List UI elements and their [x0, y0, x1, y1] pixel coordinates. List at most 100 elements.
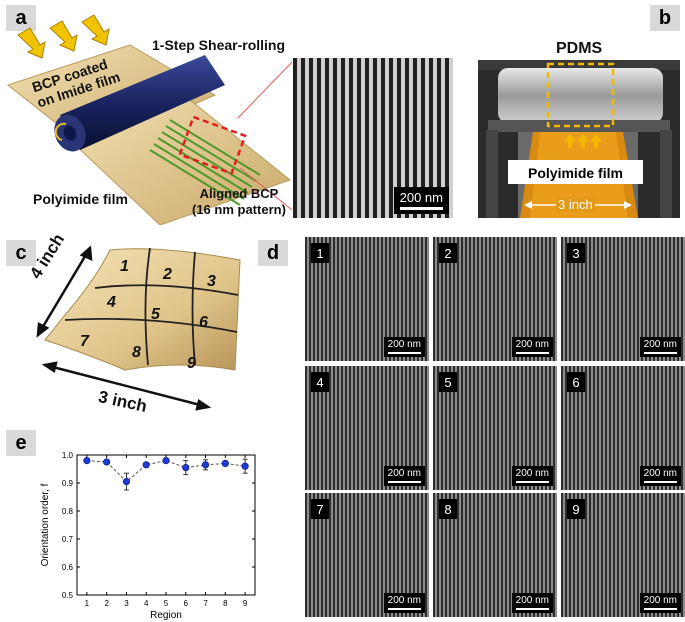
- sem-tile-1-scale: 200 nm: [383, 337, 425, 357]
- sem-tile-4-scale: 200 nm: [383, 466, 425, 486]
- x-tick-label-5: 6: [184, 599, 189, 608]
- sem-tile-1-scale-label: 200 nm: [387, 339, 421, 350]
- region-num-1: 1: [120, 258, 129, 275]
- sem-tile-6-scale: 200 nm: [639, 466, 681, 486]
- sem-tile-6-number: 6: [567, 372, 585, 392]
- region-num-4: 4: [107, 294, 116, 311]
- data-point-3: [122, 477, 131, 486]
- x-tick-label-2: 3: [124, 599, 129, 608]
- data-point-2: [103, 458, 111, 466]
- sem-tile-8: 8 200 nm: [433, 493, 557, 617]
- data-point-8: [221, 459, 229, 467]
- sem-tile-2-scale-bar: [515, 352, 549, 354]
- sem-tile-2-number: 2: [439, 243, 457, 263]
- sem-tile-2-scale-label: 200 nm: [515, 339, 549, 350]
- x-tick-label-4: 5: [164, 599, 169, 608]
- sem-tile-4-scale-label: 200 nm: [387, 468, 421, 479]
- scale-bar-a-label: 200 nm: [399, 190, 443, 205]
- pdms-label: PDMS: [556, 40, 603, 57]
- data-point-4: [142, 461, 150, 469]
- sem-tile-2: 2 200 nm: [433, 237, 557, 361]
- region-num-2: 2: [163, 266, 172, 283]
- sem-tile-5-scale-bar: [515, 481, 549, 483]
- y-tick-label-2: 0.7: [62, 535, 74, 544]
- sem-tile-9: 9 200 nm: [561, 493, 685, 617]
- y-axis-label: Orientation order, f: [40, 483, 51, 566]
- sem-tile-5-number: 5: [439, 372, 457, 392]
- sem-tile-9-scale-bar: [643, 608, 677, 610]
- sem-tile-1-scale-bar: [387, 352, 421, 354]
- region-num-5: 5: [151, 306, 160, 323]
- sem-tile-9-scale: 200 nm: [639, 593, 681, 613]
- x-tick-label-7: 8: [223, 599, 228, 608]
- sem-tile-3-scale-label: 200 nm: [643, 339, 677, 350]
- x-axis-label: Region: [150, 610, 182, 621]
- panel-e-label: e: [6, 430, 36, 456]
- polyimide-film-label-b: Polyimide film: [528, 165, 623, 181]
- sem-tile-3-scale: 200 nm: [639, 337, 681, 357]
- sem-tile-6-scale-label: 200 nm: [643, 468, 677, 479]
- region-num-8: 8: [132, 344, 141, 361]
- aligned-bcp-label: Aligned BCP (16 nm pattern): [192, 186, 286, 218]
- region-num-6: 6: [199, 314, 208, 331]
- sem-tile-9-number: 9: [567, 499, 585, 519]
- shear-rolling-illustration: [6, 14, 293, 225]
- region-num-3: 3: [207, 273, 216, 290]
- sem-tile-7-number: 7: [311, 499, 329, 519]
- data-point-6: [182, 463, 190, 472]
- data-point-9: [241, 462, 249, 470]
- data-point-5: [162, 456, 170, 465]
- x-tick-label-6: 7: [203, 599, 208, 608]
- x-tick-label-8: 9: [243, 599, 248, 608]
- sem-tile-6-scale-bar: [643, 481, 677, 483]
- sem-tile-7: 7 200 nm: [305, 493, 429, 617]
- y-tick-label-5: 1.0: [62, 451, 74, 460]
- scale-bar-a: 200 nm: [393, 187, 449, 214]
- sem-tile-7-scale-bar: [387, 608, 421, 610]
- sem-tile-9-scale-label: 200 nm: [643, 595, 677, 606]
- polyimide-film-label-a: Polyimide film: [33, 191, 128, 207]
- panel-d-label: d: [258, 240, 288, 266]
- sem-tile-8-number: 8: [439, 499, 457, 519]
- shear-rolling-title: 1-Step Shear-rolling: [152, 37, 286, 53]
- aligned-bcp-line2: (16 nm pattern): [192, 202, 286, 217]
- sem-tile-7-scale: 200 nm: [383, 593, 425, 613]
- sem-tile-8-scale-bar: [515, 608, 549, 610]
- y-tick-label-3: 0.8: [62, 507, 74, 516]
- data-point-7: [201, 461, 210, 469]
- sem-tile-4-number: 4: [311, 372, 329, 392]
- sem-tile-3: 3 200 nm: [561, 237, 685, 361]
- film-region-diagram: [36, 245, 241, 411]
- orientation-order-chart: 0.5 0.6 0.7 0.8 0.9 1.0 1 2 3 4 5 6 7 8 9 Orientation…: [40, 451, 256, 621]
- sem-tile-5: 5 200 nm: [433, 366, 557, 490]
- data-point-1: [83, 456, 91, 465]
- aligned-bcp-line1: Aligned BCP: [199, 186, 279, 201]
- panel-c-label: c: [6, 240, 36, 266]
- panel-b-label: b: [650, 5, 680, 31]
- region-num-7: 7: [80, 333, 89, 350]
- width-3inch-label-b: 3 inch: [556, 197, 595, 212]
- x-tick-label-1: 2: [104, 599, 109, 608]
- sem-tile-2-scale: 200 nm: [511, 337, 553, 357]
- sem-tile-1: 1 200 nm: [305, 237, 429, 361]
- roller-photo: [478, 60, 680, 218]
- scale-bar-a-line: [399, 207, 443, 210]
- sem-tile-7-scale-label: 200 nm: [387, 595, 421, 606]
- region-num-9: 9: [187, 355, 196, 372]
- sem-tile-3-scale-bar: [643, 352, 677, 354]
- panel-a-label: a: [6, 5, 36, 31]
- sem-tile-8-scale: 200 nm: [511, 593, 553, 613]
- y-tick-label-4: 0.9: [62, 479, 74, 488]
- sem-tile-1-number: 1: [311, 243, 329, 263]
- x-tick-label-0: 1: [85, 599, 90, 608]
- sem-tile-4: 4 200 nm: [305, 366, 429, 490]
- x-tick-label-3: 4: [144, 599, 149, 608]
- sem-tile-4-scale-bar: [387, 481, 421, 483]
- y-tick-label-0: 0.5: [62, 591, 74, 600]
- sem-tile-6: 6 200 nm: [561, 366, 685, 490]
- plot-frame: [76, 454, 256, 596]
- sem-tile-8-scale-label: 200 nm: [515, 595, 549, 606]
- sem-tile-5-scale: 200 nm: [511, 466, 553, 486]
- y-tick-label-1: 0.6: [62, 563, 74, 572]
- sem-tile-3-number: 3: [567, 243, 585, 263]
